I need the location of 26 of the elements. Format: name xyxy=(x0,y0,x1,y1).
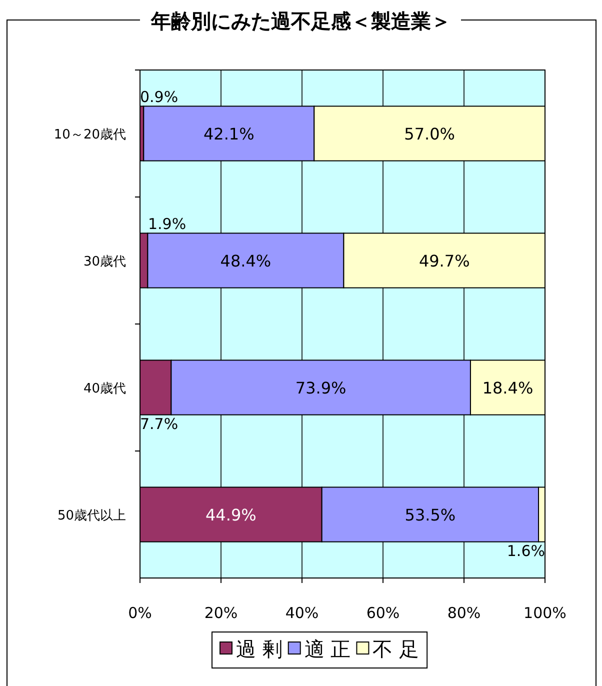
x-tick-label: 20% xyxy=(204,604,238,622)
data-label: 7.7% xyxy=(140,414,178,433)
data-label: 18.4% xyxy=(482,378,534,398)
x-tick-label: 100% xyxy=(524,604,566,622)
y-tick-label: 50歳代以上 xyxy=(57,508,126,524)
data-label: 48.4% xyxy=(220,252,272,270)
data-label: 53.5% xyxy=(404,506,456,524)
data-label: 1.9% xyxy=(148,215,186,234)
data-label: 0.9% xyxy=(140,88,178,106)
data-label: 42.1% xyxy=(203,124,254,144)
chart-title: 年齢別にみた過不足感＜製造業＞ xyxy=(150,9,451,33)
y-tick-label: 30歳代 xyxy=(83,254,126,270)
data-label: 49.7% xyxy=(418,252,470,270)
legend-label: 不 足 xyxy=(372,637,420,661)
data-label: 73.9% xyxy=(295,378,346,398)
legend-label: 適 正 xyxy=(304,637,351,661)
x-tick-label: 40% xyxy=(285,604,319,622)
legend-label: 過 剰 xyxy=(236,637,282,661)
data-label: 1.6% xyxy=(506,542,545,560)
y-tick-label: 40歳代 xyxy=(83,382,126,396)
x-tick-label: 60% xyxy=(366,604,400,622)
x-tick-label: 80% xyxy=(447,604,481,622)
data-label: 57.0% xyxy=(404,124,455,144)
x-tick-label: 0% xyxy=(128,604,152,622)
data-label: 44.9% xyxy=(206,506,256,524)
y-tick-label: 10～20歳代 xyxy=(54,128,126,142)
